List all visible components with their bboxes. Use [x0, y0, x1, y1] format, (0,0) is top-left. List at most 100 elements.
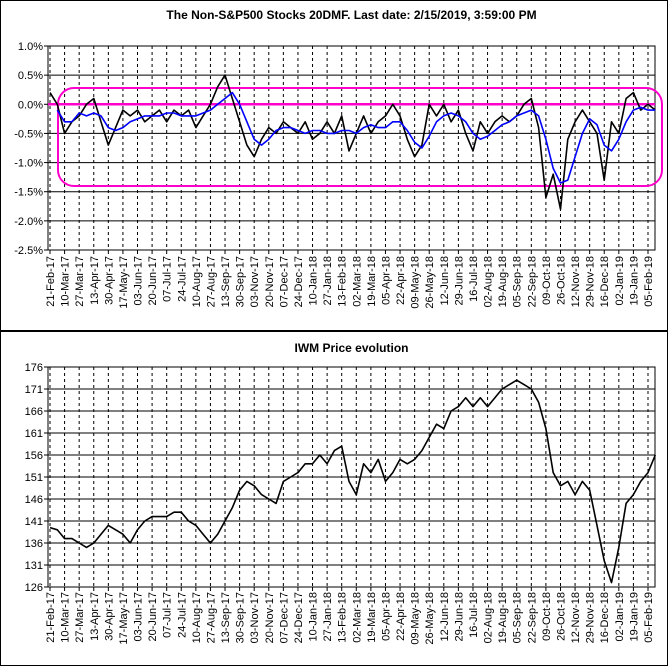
x-tick-label: 05-Feb-19: [643, 592, 655, 643]
x-tick-label: 26-Oct-18: [555, 592, 567, 641]
plot-area: [47, 45, 656, 251]
x-tick-label: 05-Feb-19: [643, 256, 655, 307]
x-tick-label: 03-Jun-17: [133, 592, 145, 642]
x-tick-label: 13-Sep-17: [220, 256, 232, 307]
x-tick-label: 29-Jun-18: [453, 592, 465, 642]
x-tick-label: 22-Sep-18: [526, 256, 538, 307]
series-line: [49, 379, 657, 584]
x-tick-label: 22-Apr-18: [395, 256, 407, 305]
x-tick-label: 12-Nov-18: [570, 256, 582, 307]
x-tick-label: 10-Mar-17: [60, 592, 72, 643]
y-tick-label: 166: [25, 406, 43, 418]
x-tick-label: 30-Sep-17: [235, 256, 247, 307]
x-tick-label: 07-Jul-17: [162, 592, 174, 638]
x-tick-label: 13-Sep-17: [220, 592, 232, 643]
x-tick-label: 24-Jul-17: [176, 592, 188, 638]
x-tick-label: 19-Jan-19: [628, 256, 640, 306]
x-tick-label: 09-May-18: [410, 256, 422, 309]
x-tick-label: 20-Nov-17: [264, 592, 276, 643]
x-tick-label: 09-Oct-18: [541, 256, 553, 305]
x-tick-label: 13-Feb-18: [337, 592, 349, 643]
y-tick-label: -1.5%: [14, 187, 43, 199]
y-tick-label: 1.0%: [18, 41, 43, 53]
x-tick-label: 12-Jun-18: [439, 592, 451, 642]
y-tick-label: -1.0%: [14, 158, 43, 170]
x-tick-label: 20-Jun-17: [147, 592, 159, 642]
y-tick-label: 136: [25, 538, 43, 550]
chart-title: IWM Price evolution: [294, 341, 408, 355]
x-tick-label: 19-Mar-18: [366, 592, 378, 643]
x-tick-label: 29-Jun-18: [453, 256, 465, 306]
x-tick-label: 16-Jul-18: [468, 592, 480, 638]
x-tick-label: 16-Dec-18: [599, 256, 611, 307]
x-tick-label: 07-Dec-17: [278, 592, 290, 643]
x-tick-label: 30-Apr-17: [103, 256, 115, 305]
y-tick-label: 146: [25, 494, 43, 506]
x-tick-label: 07-Dec-17: [278, 256, 290, 307]
x-tick-label: 05-Sep-18: [512, 256, 524, 307]
y-tick-label: -2.5%: [14, 245, 43, 257]
x-tick-label: 10-Jan-18: [308, 592, 320, 642]
x-tick-label: 27-Jan-18: [322, 256, 334, 306]
x-tick-label: 13-Feb-18: [337, 256, 349, 307]
chart-title: The Non-S&P500 Stocks 20DMF. Last date: …: [166, 8, 536, 22]
x-tick-label: 24-Dec-17: [293, 592, 305, 643]
x-tick-label: 09-Oct-18: [541, 592, 553, 641]
y-tick-label: 151: [25, 472, 43, 484]
x-tick-label: 02-Aug-18: [483, 592, 495, 643]
x-tick-label: 13-Apr-17: [89, 592, 101, 641]
x-tick-label: 21-Feb-17: [45, 256, 57, 307]
series-line: [49, 74, 656, 210]
x-tick-label: 05-Apr-18: [380, 256, 392, 305]
x-tick-label: 24-Dec-17: [293, 256, 305, 307]
x-tick-label: 27-Mar-17: [74, 256, 86, 307]
y-tick-label: -0.5%: [14, 128, 43, 140]
x-tick-label: 26-May-18: [424, 256, 436, 309]
x-tick-label: 29-Nov-18: [585, 256, 597, 307]
x-tick-label: 05-Sep-18: [512, 592, 524, 643]
x-tick-label: 12-Nov-18: [570, 592, 582, 643]
y-tick-label: 156: [25, 450, 43, 462]
x-tick-label: 10-Jan-18: [308, 256, 320, 306]
x-tick-label: 10-Aug-17: [191, 592, 203, 643]
x-tick-label: 27-Aug-17: [205, 256, 217, 307]
x-tick-label: 19-Mar-18: [366, 256, 378, 307]
x-tick-label: 19-Jan-19: [628, 592, 640, 642]
y-tick-label: 131: [25, 560, 43, 572]
x-tick-label: 29-Nov-18: [585, 592, 597, 643]
x-tick-label: 27-Mar-17: [74, 592, 86, 643]
x-tick-label: 30-Sep-17: [235, 592, 247, 643]
x-tick-label: 24-Jul-17: [176, 256, 188, 302]
x-tick-label: 27-Jan-18: [322, 592, 334, 642]
x-tick-label: 02-Mar-18: [351, 592, 363, 643]
x-tick-label: 09-May-18: [410, 592, 422, 645]
x-tick-label: 02-Mar-18: [351, 256, 363, 307]
x-tick-label: 02-Aug-18: [483, 256, 495, 307]
y-tick-label: 171: [25, 384, 43, 396]
x-tick-label: 10-Aug-17: [191, 256, 203, 307]
x-tick-label: 20-Nov-17: [264, 256, 276, 307]
x-tick-label: 19-Aug-18: [497, 256, 509, 307]
x-tick-label: 10-Mar-17: [60, 256, 72, 307]
x-tick-label: 16-Dec-18: [599, 592, 611, 643]
x-tick-label: 30-Apr-17: [103, 592, 115, 641]
y-tick-label: 0.0%: [18, 99, 43, 111]
x-tick-label: 07-Jul-17: [162, 256, 174, 302]
x-tick-label: 17-May-17: [118, 256, 130, 309]
x-tick-label: 03-Nov-17: [249, 592, 261, 643]
x-tick-label: 12-Jun-18: [439, 256, 451, 306]
x-tick-label: 03-Nov-17: [249, 256, 261, 307]
x-tick-label: 02-Jan-19: [614, 592, 626, 642]
x-tick-label: 05-Apr-18: [380, 592, 392, 641]
x-tick-label: 26-Oct-18: [555, 256, 567, 305]
x-tick-label: 20-Jun-17: [147, 256, 159, 306]
series-line: [56, 91, 656, 184]
x-tick-label: 03-Jun-17: [133, 256, 145, 306]
x-tick-label: 16-Jul-18: [468, 256, 480, 302]
x-tick-label: 22-Apr-18: [395, 592, 407, 641]
y-tick-label: 176: [25, 362, 43, 374]
y-tick-label: 0.5%: [18, 70, 43, 82]
x-tick-label: 17-May-17: [118, 592, 130, 645]
y-tick-label: 161: [25, 428, 43, 440]
